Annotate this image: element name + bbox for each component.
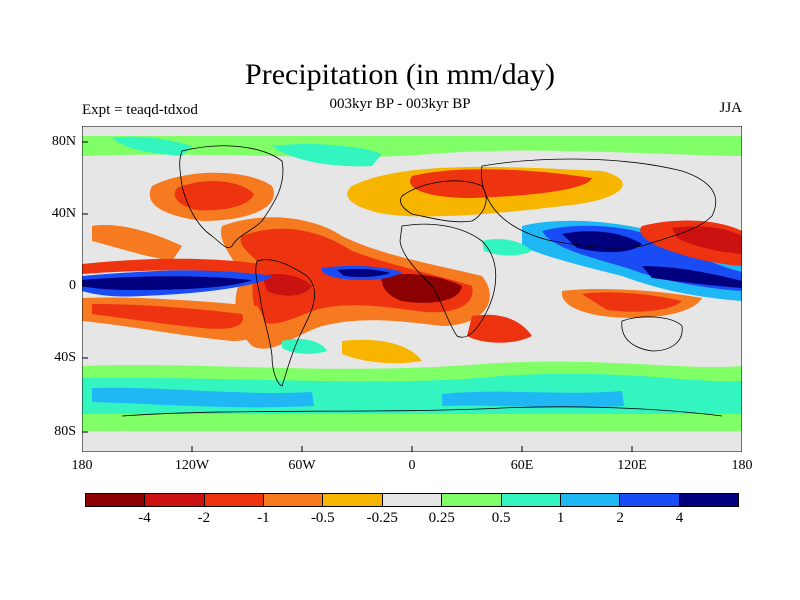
period-label: 003kyr BP - 003kyr BP (329, 96, 471, 112)
colorbar-swatch (620, 494, 680, 506)
precip-region (92, 387, 314, 408)
x-tick-label: 60E (510, 458, 534, 473)
colorbar-label: -0.25 (366, 510, 398, 526)
colorbar-label: 0.5 (491, 510, 511, 526)
precip-region (642, 266, 742, 288)
y-tick-label: 0 (69, 278, 76, 293)
colorbar-label: 0.25 (428, 510, 455, 526)
colorbar-swatch (204, 494, 265, 506)
colorbar-label: 4 (675, 510, 684, 526)
y-tick-label: 80N (51, 134, 76, 149)
tick-marks (82, 141, 742, 452)
x-tick-label: 120E (617, 458, 647, 473)
colorbar-swatch (86, 494, 146, 506)
colorbar-swatch (323, 494, 383, 506)
map-panel (82, 126, 742, 452)
x-tick-label: 120W (174, 458, 210, 473)
precip-region (82, 136, 742, 158)
precipitation-map (82, 126, 742, 452)
x-tick-label: 180 (71, 458, 93, 473)
precip-region (112, 136, 192, 156)
x-tick-label: 60W (288, 458, 316, 473)
colorbar-swatch (501, 494, 561, 506)
x-tick-label: 0 (408, 458, 416, 473)
precip-region (381, 274, 462, 303)
precip-region (672, 226, 742, 254)
precip-region (262, 274, 312, 296)
colorbar-swatch (679, 494, 738, 506)
y-tick-label: 40N (51, 206, 76, 221)
precip-region (442, 391, 624, 408)
colorbar (85, 493, 739, 507)
colorbar-label: -1 (257, 510, 270, 526)
precip-region (92, 304, 243, 329)
precip-region (174, 181, 254, 211)
experiment-label: Expt = teaqd-tdxod (82, 102, 198, 118)
x-tick-label: 180 (731, 458, 753, 473)
plot-title: Precipitation (in mm/day) (245, 58, 555, 91)
precip-region (82, 421, 742, 431)
precip-region (582, 292, 682, 312)
colorbar-swatch (442, 494, 502, 506)
y-tick-label: 80S (54, 424, 76, 439)
precip-region (82, 276, 252, 290)
precip-region (282, 339, 327, 354)
precip-region (337, 269, 390, 277)
colorbar-label: -0.5 (310, 510, 335, 526)
precip-region (467, 314, 532, 343)
precip-region (482, 239, 532, 256)
colorbar-label: 2 (616, 510, 624, 526)
colorbar-swatch (264, 494, 324, 506)
colorbar-label: 1 (556, 510, 565, 526)
precip-region (82, 258, 262, 274)
colorbar-swatch (145, 494, 205, 506)
precip-region (562, 231, 642, 253)
precip-region (272, 143, 382, 167)
colorbar-swatch (560, 494, 621, 506)
colorbar-label: -2 (197, 510, 211, 526)
season-label: JJA (719, 100, 742, 116)
precip-region (342, 339, 422, 364)
coastlines (121, 145, 723, 417)
y-tick-label: 40S (54, 350, 76, 365)
colorbar-label: -4 (138, 510, 151, 526)
colorbar-swatch (382, 494, 443, 506)
precip-region (410, 169, 592, 198)
precip-region (92, 225, 182, 261)
